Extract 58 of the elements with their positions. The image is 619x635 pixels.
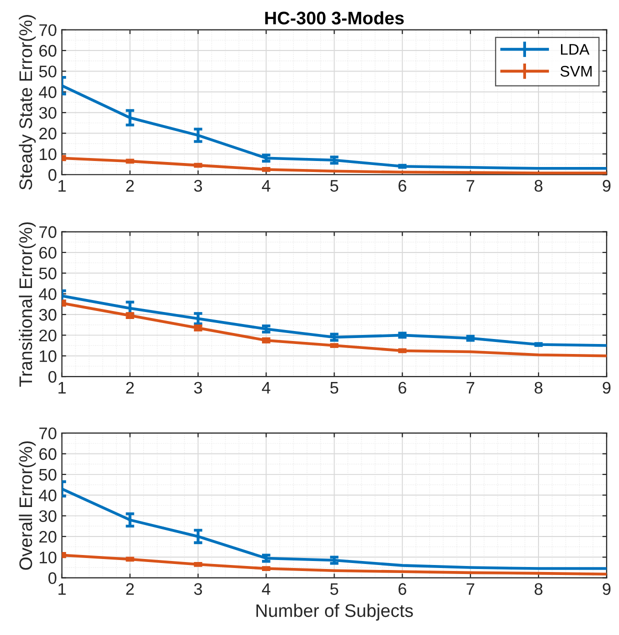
y-tick-label: 0 [48, 572, 56, 584]
x-tick-label: 6 [398, 382, 406, 394]
y-tick-label: 10 [40, 350, 56, 362]
x-tick-label: 5 [330, 583, 338, 595]
y-tick-label: 70 [39, 427, 56, 440]
x-tick-label: 9 [602, 180, 610, 192]
x-axis-title: Number of Subjects [256, 604, 413, 621]
x-tick-label: 5 [330, 180, 338, 192]
y-tick-label: 60 [39, 44, 56, 57]
y-tick-label: 40 [38, 490, 56, 502]
x-tick-label: 1 [58, 583, 66, 595]
y-axis-title: Steady State Error(%) [18, 15, 36, 190]
y-axis-title: Overall Error(%) [18, 441, 36, 570]
x-tick-label: 4 [262, 583, 270, 595]
x-tick-label: 7 [466, 583, 474, 595]
y-tick-label: 70 [39, 226, 56, 238]
y-tick-label: 70 [39, 24, 56, 36]
x-tick-label: 1 [58, 180, 66, 192]
x-tick-label: 9 [602, 382, 610, 394]
y-tick-label: 60 [39, 246, 56, 259]
x-tick-label: 1 [58, 382, 66, 394]
y-tick-label: 0 [48, 169, 56, 181]
x-tick-label: 2 [126, 583, 134, 595]
y-axis-title: Transitional Error(%) [18, 222, 36, 387]
x-tick-label: 4 [262, 180, 270, 192]
legend-label: SVM [560, 66, 592, 77]
y-tick-label: 40 [38, 288, 56, 300]
x-tick-label: 8 [534, 382, 542, 394]
x-tick-label: 9 [602, 583, 610, 595]
y-tick-label: 50 [39, 268, 56, 280]
y-tick-label: 0 [48, 370, 56, 383]
y-tick-label: 20 [39, 330, 56, 342]
y-tick-label: 60 [39, 448, 56, 460]
legend-label: LDA [561, 44, 590, 55]
y-tick-label: 30 [39, 510, 56, 522]
x-tick-label: 6 [398, 583, 406, 595]
x-tick-label: 2 [126, 382, 134, 394]
x-tick-label: 7 [466, 382, 474, 394]
y-tick-label: 30 [39, 308, 56, 321]
y-tick-label: 50 [39, 66, 56, 78]
y-tick-label: 10 [40, 552, 56, 564]
x-tick-label: 7 [466, 180, 474, 192]
x-tick-label: 3 [194, 180, 202, 192]
x-tick-label: 4 [262, 382, 270, 394]
y-tick-label: 30 [39, 106, 56, 119]
y-tick-label: 10 [40, 148, 56, 160]
chart-title: HC-300 3-Modes [265, 11, 404, 24]
x-tick-label: 5 [330, 382, 338, 394]
x-tick-label: 2 [126, 180, 134, 192]
y-tick-label: 40 [38, 86, 56, 98]
x-tick-label: 8 [534, 583, 542, 595]
x-tick-label: 3 [194, 583, 202, 595]
y-tick-label: 20 [39, 128, 56, 140]
x-tick-label: 3 [194, 382, 202, 394]
x-tick-label: 6 [398, 180, 406, 192]
y-tick-label: 50 [39, 468, 56, 481]
x-tick-label: 8 [534, 180, 542, 192]
y-tick-label: 20 [39, 530, 56, 543]
